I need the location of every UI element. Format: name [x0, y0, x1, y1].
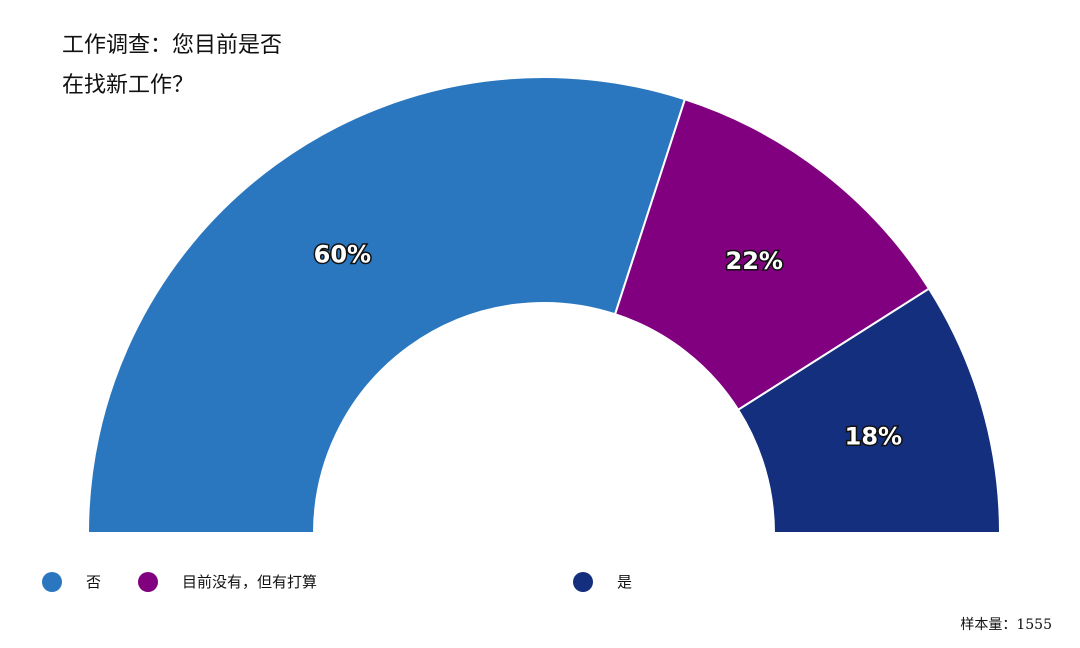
legend-swatch-no: [42, 571, 62, 592]
legend-item-yes[interactable]: 是: [573, 571, 632, 592]
value-label-yes: 18%: [845, 422, 902, 450]
chart-title: 工作调查：您目前是否 在找新工作？: [62, 26, 282, 106]
half-donut-chart: 60% 22% 18%: [86, 76, 1002, 534]
chart-title-line-2: 在找新工作？: [62, 73, 195, 98]
chart-title-line-1: 工作调查：您目前是否: [62, 33, 283, 58]
legend-swatch-planning: [138, 571, 158, 592]
legend-item-planning[interactable]: 目前没有，但有打算: [138, 571, 317, 592]
value-label-planning: 22%: [726, 247, 783, 275]
sample-size: 样本量：1555: [960, 617, 1052, 633]
segment-yes[interactable]: [736, 287, 1002, 534]
legend: 否 目前没有，但有打算 是: [0, 571, 1080, 597]
segment-planning[interactable]: [613, 98, 931, 412]
legend-item-no[interactable]: 否: [42, 571, 101, 592]
segment-no[interactable]: [86, 76, 687, 534]
legend-swatch-yes: [573, 571, 593, 592]
legend-label-planning: 目前没有，但有打算: [182, 573, 318, 591]
legend-label-yes: 是: [617, 573, 633, 591]
legend-label-no: 否: [86, 573, 102, 591]
value-label-no: 60%: [314, 241, 371, 269]
